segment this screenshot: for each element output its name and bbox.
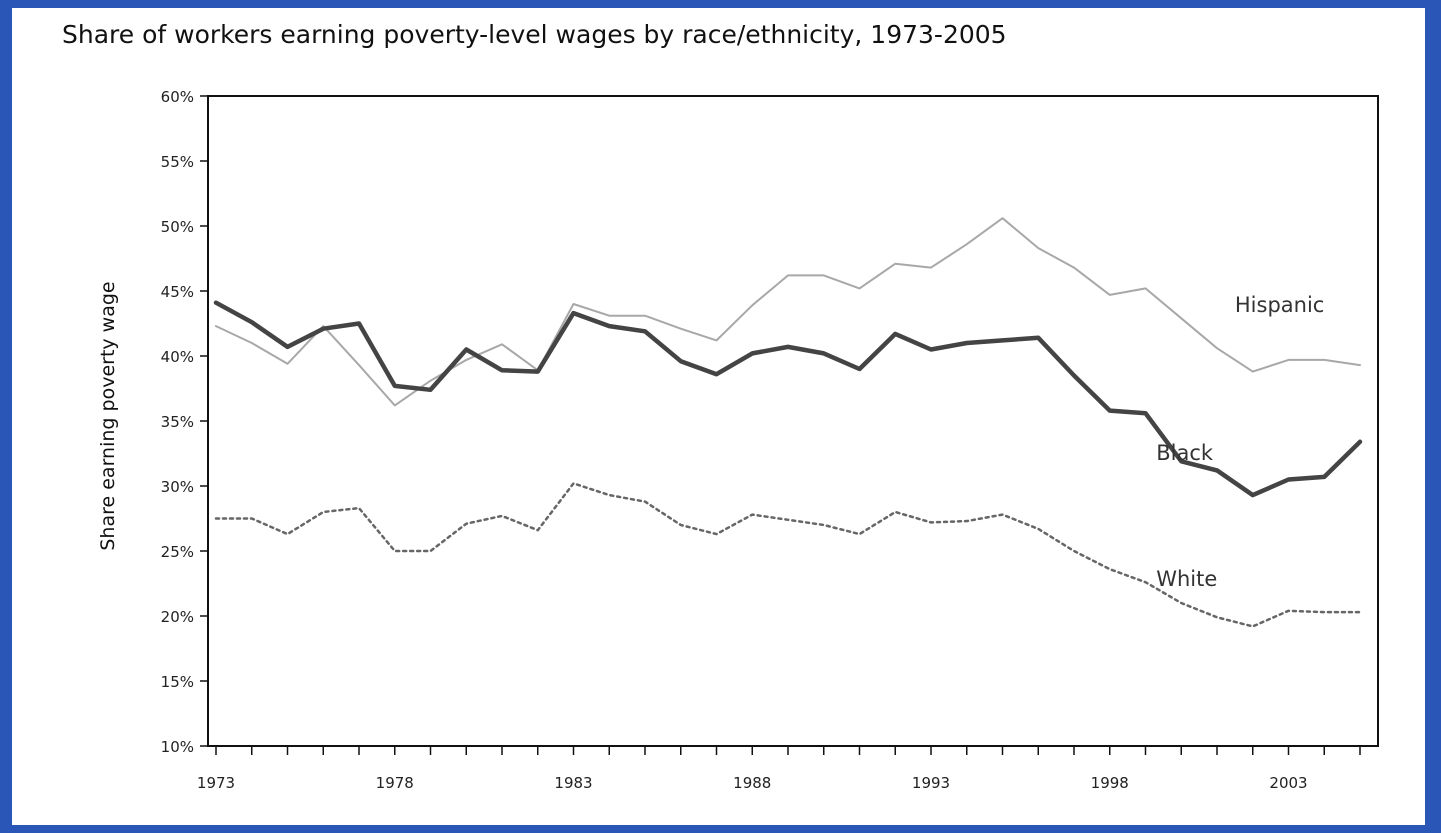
series-line-hispanic (215, 217, 1361, 407)
chart-title: Share of workers earning poverty-level w… (62, 20, 1007, 49)
x-tick-label: 1978 (376, 774, 414, 792)
y-tick-label: 60% (161, 88, 194, 106)
x-tick-label: 1988 (733, 774, 771, 792)
x-axis-ticks: 1973 1978 1983 1988 1993 1998 2003 (197, 746, 1361, 792)
chart-frame: Share of workers earning poverty-level w… (12, 8, 1425, 825)
series-lines (213, 217, 1363, 628)
y-tick-label: 25% (161, 543, 194, 561)
y-axis-label: Share earning poverty wage (97, 281, 119, 550)
y-tick-label: 40% (161, 348, 194, 366)
y-tick-label: 45% (161, 283, 194, 301)
chart-axes (207, 95, 1379, 747)
series-label-hispanic: Hispanic (1235, 293, 1324, 317)
plot-area-border (207, 95, 1379, 747)
series-label-white: White (1156, 567, 1217, 591)
series-labels: Hispanic Black White (1156, 293, 1324, 591)
series-label-black: Black (1156, 441, 1214, 465)
y-tick-label: 30% (161, 478, 194, 496)
y-tick-label: 20% (161, 608, 194, 626)
x-tick-label: 1973 (197, 774, 235, 792)
y-tick-label: 55% (161, 153, 194, 171)
x-tick-label: 1993 (912, 774, 950, 792)
y-tick-label: 35% (161, 413, 194, 431)
y-tick-label: 50% (161, 218, 194, 236)
y-axis-ticks: 10% 15% 20% 25% 30% 35% 40% 45% 50% 55% 60% (161, 88, 208, 756)
series-line-black (213, 300, 1363, 498)
y-tick-label: 15% (161, 673, 194, 691)
x-tick-label: 2003 (1269, 774, 1307, 792)
x-tick-label: 1998 (1091, 774, 1129, 792)
x-tick-label: 1983 (554, 774, 592, 792)
y-tick-label: 10% (161, 738, 194, 756)
series-line-white (214, 482, 1362, 628)
